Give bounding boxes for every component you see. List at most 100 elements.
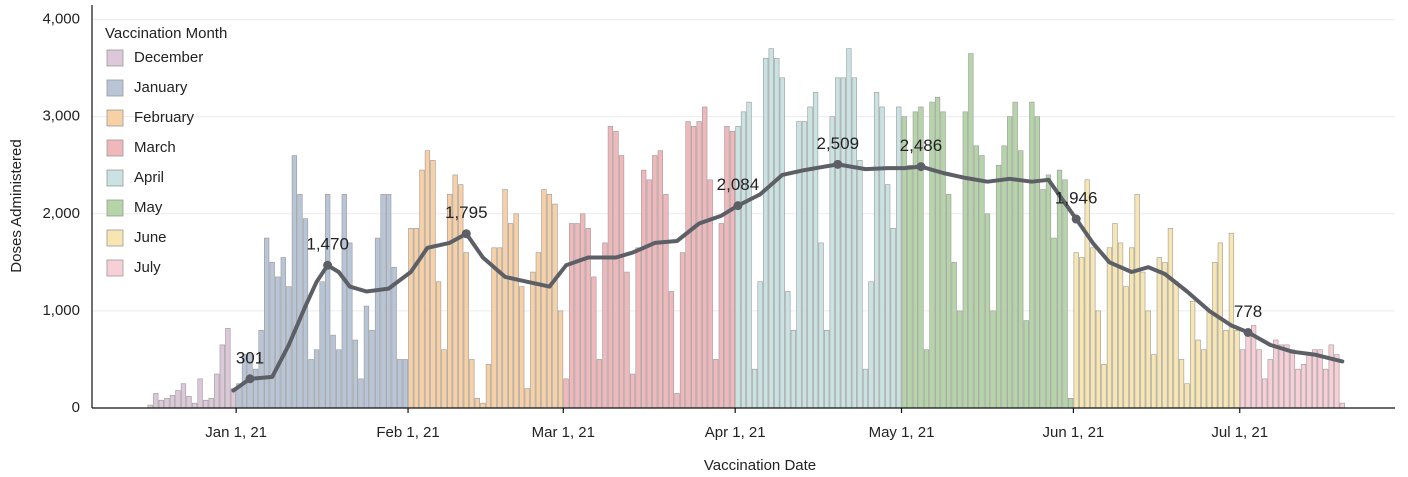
bar xyxy=(380,194,386,409)
x-tick-label: May 1, 21 xyxy=(869,424,935,441)
line-point xyxy=(733,201,743,211)
bar xyxy=(1095,310,1101,409)
bar xyxy=(258,330,264,409)
bar xyxy=(901,116,907,409)
bar xyxy=(1079,257,1085,409)
y-tick-label: 0 xyxy=(72,399,80,416)
bar xyxy=(907,164,913,409)
bar xyxy=(968,53,974,409)
bar xyxy=(397,359,403,409)
line-point xyxy=(833,159,843,169)
bar xyxy=(1201,349,1207,409)
y-tick-label: 4,000 xyxy=(42,11,80,28)
bar xyxy=(674,393,680,409)
bar xyxy=(679,252,686,409)
bar xyxy=(735,126,741,409)
legend-title: Vaccination Month xyxy=(105,25,227,42)
x-axis-label: Vaccination Date xyxy=(704,457,816,474)
bar xyxy=(1012,101,1018,409)
bar xyxy=(818,242,824,409)
bar xyxy=(690,126,697,409)
bar xyxy=(1300,364,1307,409)
bar xyxy=(1173,281,1179,409)
bar xyxy=(1273,339,1279,409)
bar xyxy=(624,271,630,409)
bar xyxy=(1145,310,1151,409)
bar xyxy=(1029,101,1035,409)
bar xyxy=(801,121,808,409)
bar xyxy=(1339,402,1345,409)
x-tick-label: Feb 1, 21 xyxy=(376,424,439,441)
bar xyxy=(180,383,187,409)
bar xyxy=(203,399,209,409)
bar xyxy=(568,223,575,409)
bar xyxy=(502,189,508,409)
legend-label: May xyxy=(134,199,163,216)
bar xyxy=(652,155,658,409)
bar xyxy=(1223,330,1229,409)
bar xyxy=(1267,359,1273,409)
data-label: 1,946 xyxy=(1055,189,1098,208)
bar xyxy=(1239,349,1246,409)
legend-swatch xyxy=(106,169,124,187)
bar xyxy=(574,223,580,409)
bar xyxy=(1106,247,1113,409)
bar xyxy=(1184,383,1190,409)
bar xyxy=(729,130,736,409)
bar xyxy=(1328,344,1334,409)
bar xyxy=(657,150,663,409)
bar xyxy=(751,368,758,409)
bar xyxy=(191,402,198,409)
bar xyxy=(707,179,713,409)
bar xyxy=(507,223,514,409)
legend-swatch xyxy=(106,109,124,127)
bar xyxy=(580,213,586,409)
bar xyxy=(313,349,320,409)
legend-label: January xyxy=(134,79,188,96)
x-tick-label: Mar 1, 21 xyxy=(532,424,595,441)
bar xyxy=(585,228,591,409)
bar xyxy=(1284,344,1290,409)
bar xyxy=(1112,223,1118,409)
line-point xyxy=(916,162,926,172)
data-label: 2,509 xyxy=(816,134,859,153)
bar xyxy=(1262,378,1268,409)
bar xyxy=(879,106,885,409)
bar xyxy=(358,378,364,409)
bar xyxy=(269,262,275,409)
bar xyxy=(1178,359,1185,409)
bar xyxy=(618,155,625,409)
bar xyxy=(962,111,968,409)
bar xyxy=(979,155,985,409)
bar xyxy=(613,130,619,409)
bar xyxy=(469,359,475,409)
bar xyxy=(591,276,597,409)
bar xyxy=(757,281,763,409)
bar xyxy=(1040,189,1046,409)
bar xyxy=(923,349,930,409)
bar xyxy=(463,252,469,409)
bar xyxy=(702,106,708,409)
bar xyxy=(1195,339,1201,409)
bar xyxy=(873,92,880,409)
bar xyxy=(724,126,730,409)
bar xyxy=(663,194,669,409)
bar xyxy=(940,111,946,409)
bar xyxy=(768,48,774,409)
bar xyxy=(153,393,159,409)
bar xyxy=(851,77,858,409)
bar xyxy=(480,402,486,409)
line-point xyxy=(1071,214,1081,224)
bar xyxy=(513,213,519,409)
bar xyxy=(973,145,980,409)
bar xyxy=(1306,354,1312,409)
bar xyxy=(1189,300,1196,409)
bar xyxy=(175,390,181,409)
line-point xyxy=(323,260,333,270)
bar xyxy=(275,276,281,409)
bar xyxy=(1007,116,1013,409)
bar xyxy=(641,169,647,409)
bar xyxy=(441,349,447,409)
bar xyxy=(1140,271,1146,409)
bar xyxy=(1278,344,1284,409)
